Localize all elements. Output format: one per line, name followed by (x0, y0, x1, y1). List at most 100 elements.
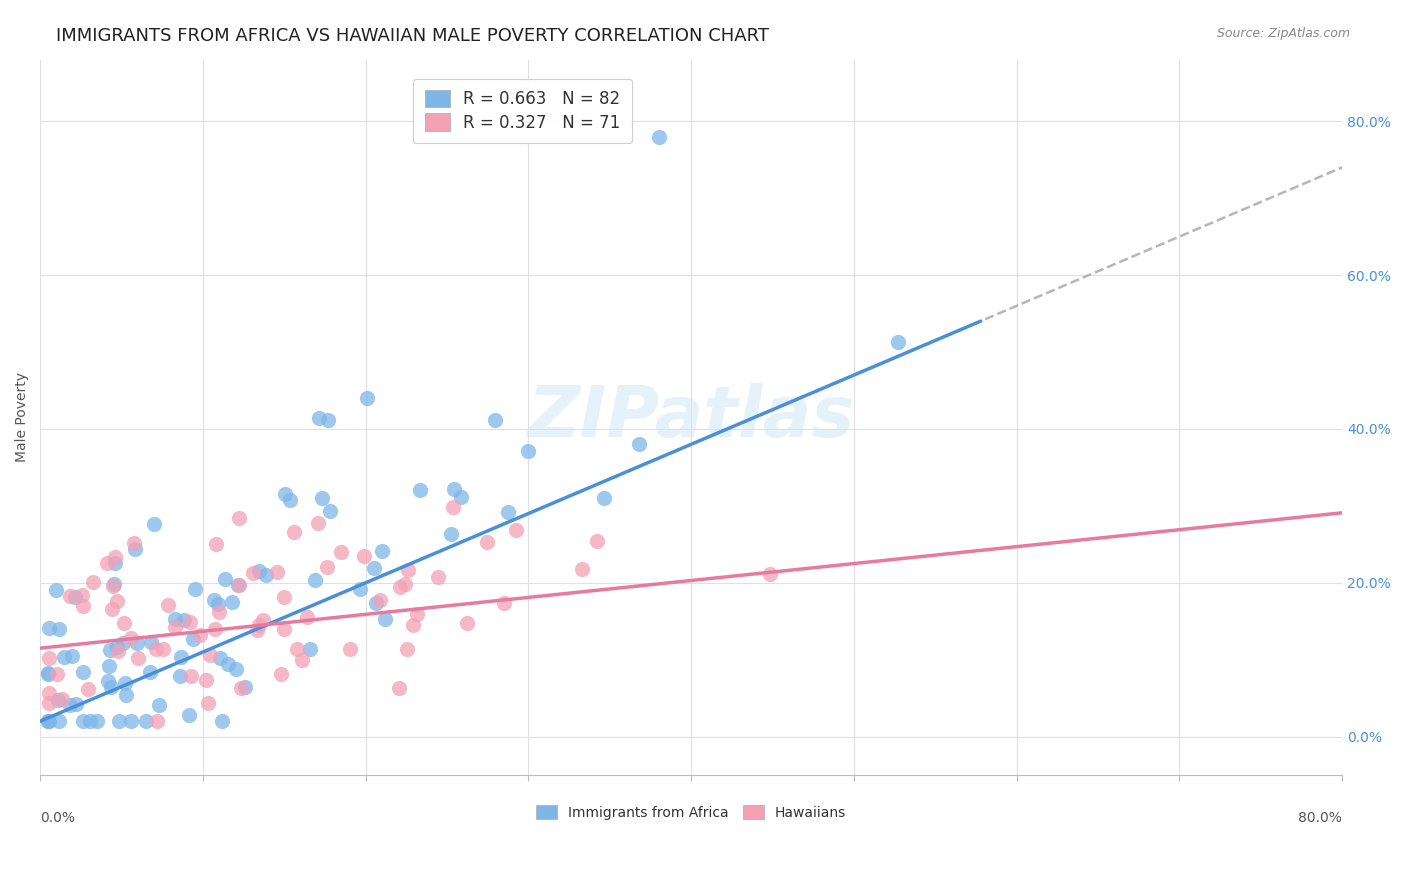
Point (97, 658, 120, 673)
Point (152, 642, 174, 657)
Point (112, 615, 135, 630)
Point (148, 698, 170, 712)
Point (353, 549, 375, 563)
Point (45, 583, 67, 598)
Point (127, 636, 149, 650)
Point (366, 596, 388, 610)
Point (207, 605, 229, 619)
Point (283, 525, 305, 540)
Point (120, 714, 142, 729)
Point (492, 596, 515, 610)
Point (363, 561, 385, 575)
Point (496, 505, 519, 519)
Point (100, 680, 122, 694)
Point (104, 557, 127, 571)
Point (38, 650, 60, 665)
Point (242, 566, 264, 580)
Point (316, 560, 339, 574)
Point (72, 714, 94, 729)
Point (270, 666, 292, 681)
Point (198, 648, 221, 662)
Point (273, 622, 295, 636)
Point (77, 681, 100, 696)
Point (79, 714, 101, 729)
Point (46, 666, 69, 681)
Point (179, 615, 201, 630)
Point (82, 575, 104, 590)
Point (252, 613, 274, 627)
Point (319, 503, 342, 517)
Point (585, 533, 607, 548)
Point (37, 666, 59, 681)
Point (388, 681, 411, 696)
Point (165, 619, 187, 633)
Point (426, 570, 449, 584)
Point (440, 526, 463, 541)
Point (38, 686, 60, 700)
Point (70, 588, 93, 602)
Point (59, 698, 82, 712)
Point (181, 632, 204, 647)
Point (349, 582, 371, 597)
Point (59, 589, 82, 603)
Point (135, 714, 157, 729)
Point (298, 641, 321, 656)
Point (37, 714, 59, 729)
Point (115, 689, 138, 703)
Point (291, 653, 314, 667)
Point (409, 483, 432, 497)
Point (48, 622, 70, 636)
Point (308, 411, 330, 425)
Point (112, 636, 135, 650)
Point (450, 490, 472, 504)
Point (145, 714, 167, 729)
Point (273, 591, 295, 605)
Point (316, 413, 339, 427)
Point (402, 617, 425, 632)
Point (65, 697, 87, 711)
Point (571, 561, 593, 575)
Point (46, 693, 69, 707)
Point (235, 680, 257, 694)
Point (887, 334, 910, 349)
Point (72, 665, 94, 680)
Point (285, 642, 308, 657)
Point (86, 714, 108, 729)
Point (394, 577, 416, 591)
Point (443, 482, 465, 496)
Point (101, 602, 124, 616)
Point (311, 491, 333, 505)
Point (96, 557, 118, 571)
Point (221, 595, 243, 609)
Point (124, 542, 146, 557)
Point (60, 649, 83, 664)
Point (389, 580, 412, 594)
Point (194, 673, 217, 688)
Point (179, 707, 201, 722)
Point (157, 598, 180, 612)
Point (169, 669, 191, 683)
Point (254, 568, 277, 582)
Point (197, 696, 219, 710)
Point (72, 599, 94, 614)
Point (173, 613, 195, 627)
Point (475, 535, 498, 549)
Point (627, 436, 650, 450)
Point (104, 549, 127, 564)
Point (163, 612, 186, 626)
Text: 0.0%: 0.0% (41, 811, 75, 825)
Legend: Immigrants from Africa, Hawaiians: Immigrants from Africa, Hawaiians (531, 799, 852, 825)
Point (207, 598, 229, 612)
Point (170, 650, 193, 665)
Point (114, 675, 136, 690)
Point (307, 516, 329, 530)
Point (217, 657, 239, 672)
Point (441, 500, 464, 515)
Point (65, 590, 87, 604)
Point (396, 563, 419, 577)
Point (103, 576, 125, 591)
Point (226, 578, 249, 592)
Point (759, 567, 782, 582)
Point (208, 651, 231, 665)
Point (228, 511, 250, 525)
